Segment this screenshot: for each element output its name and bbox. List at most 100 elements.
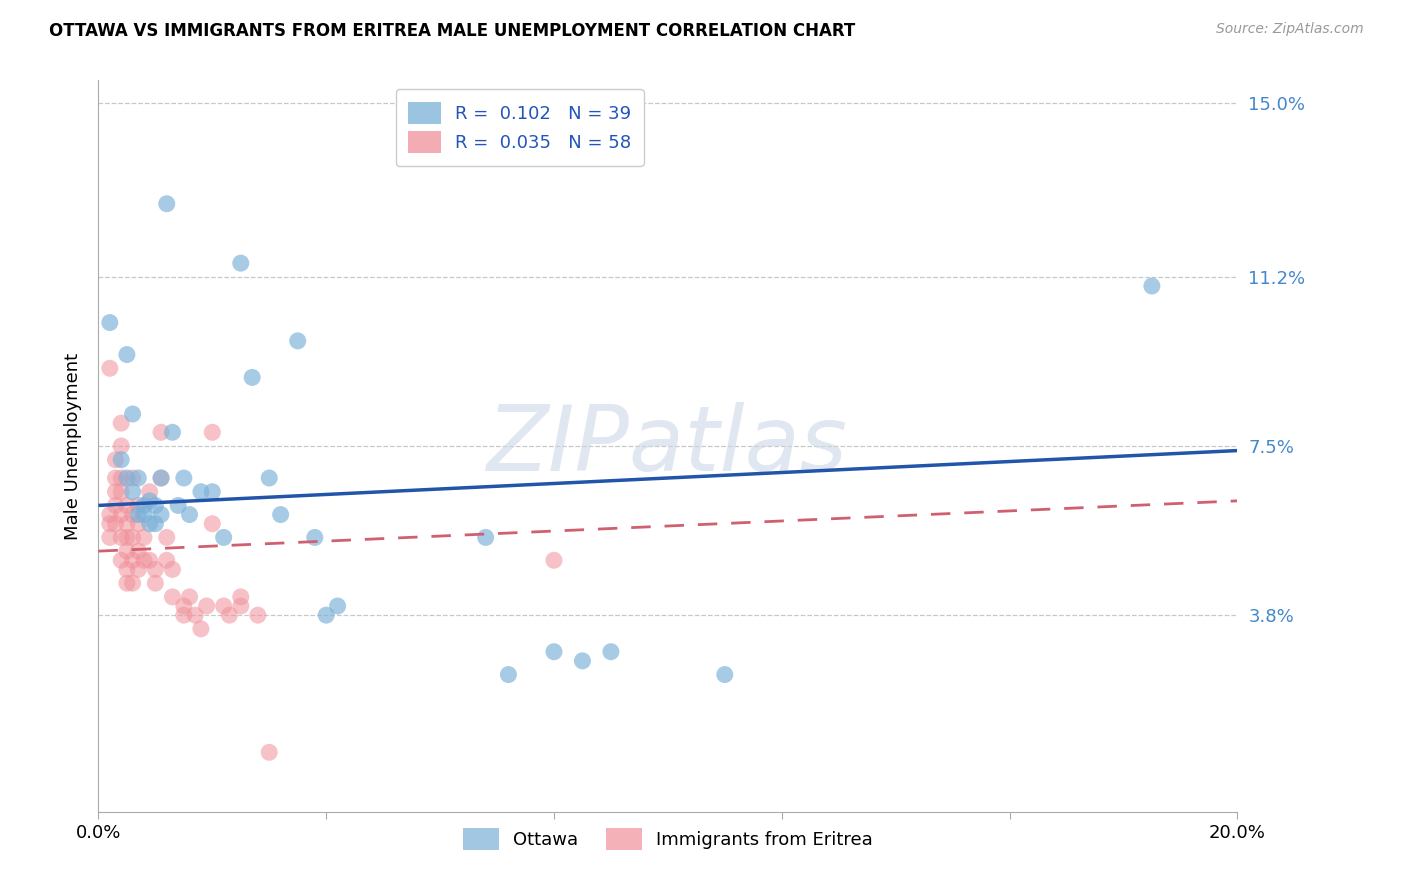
Point [121,484,143,499]
Y-axis label: Male Unemployment: Male Unemployment [63,352,82,540]
Point [110,553,132,567]
Point [104,471,127,485]
Point [259,745,281,759]
Point [138,516,160,531]
Point [115,499,138,513]
Point [212,599,235,613]
Point [259,471,281,485]
Point [115,348,138,362]
Point [543,553,565,567]
Point [145,576,167,591]
Point [127,499,149,513]
Point [104,484,127,499]
Point [270,508,292,522]
Point [110,439,132,453]
Point [145,562,167,576]
Point [600,645,623,659]
Point [127,562,149,576]
Legend: Ottawa, Immigrants from Eritrea: Ottawa, Immigrants from Eritrea [456,821,880,857]
Point [1140,279,1163,293]
Point [156,530,179,544]
Point [156,196,179,211]
Point [127,471,149,485]
Point [150,471,173,485]
Point [201,425,224,440]
Point [132,499,155,513]
Point [121,471,143,485]
Point [127,544,149,558]
Point [104,499,127,513]
Point [184,608,207,623]
Point [162,562,184,576]
Point [287,334,309,348]
Point [110,471,132,485]
Point [115,516,138,531]
Point [201,484,224,499]
Point [98,508,121,522]
Point [115,471,138,485]
Point [132,553,155,567]
Point [167,499,190,513]
Point [240,370,263,384]
Point [162,590,184,604]
Point [110,484,132,499]
Point [229,599,252,613]
Text: OTTAWA VS IMMIGRANTS FROM ERITREA MALE UNEMPLOYMENT CORRELATION CHART: OTTAWA VS IMMIGRANTS FROM ERITREA MALE U… [49,22,855,40]
Point [150,508,173,522]
Point [218,608,240,623]
Point [138,494,160,508]
Point [145,516,167,531]
Point [115,562,138,576]
Point [110,530,132,544]
Point [115,530,138,544]
Point [543,645,565,659]
Point [201,516,224,531]
Point [121,553,143,567]
Point [229,590,252,604]
Point [121,508,143,522]
Point [498,667,520,681]
Point [173,608,195,623]
Point [190,484,212,499]
Point [162,425,184,440]
Point [110,452,132,467]
Point [571,654,593,668]
Point [179,508,201,522]
Point [156,553,179,567]
Point [195,599,218,613]
Point [98,516,121,531]
Point [190,622,212,636]
Point [104,452,127,467]
Point [104,516,127,531]
Point [138,553,160,567]
Point [326,599,349,613]
Point [212,530,235,544]
Point [98,530,121,544]
Point [121,576,143,591]
Point [145,499,167,513]
Point [115,576,138,591]
Point [246,608,269,623]
Point [315,608,337,623]
Point [714,667,737,681]
Point [127,508,149,522]
Point [98,316,121,330]
Point [132,530,155,544]
Text: Source: ZipAtlas.com: Source: ZipAtlas.com [1216,22,1364,37]
Point [304,530,326,544]
Point [173,471,195,485]
Point [127,516,149,531]
Point [132,508,155,522]
Point [474,530,496,544]
Point [98,361,121,376]
Point [138,484,160,499]
Point [115,544,138,558]
Point [179,590,201,604]
Point [110,416,132,430]
Text: ZIPatlas: ZIPatlas [488,402,848,490]
Point [150,425,173,440]
Point [150,471,173,485]
Point [110,508,132,522]
Point [121,407,143,421]
Point [229,256,252,270]
